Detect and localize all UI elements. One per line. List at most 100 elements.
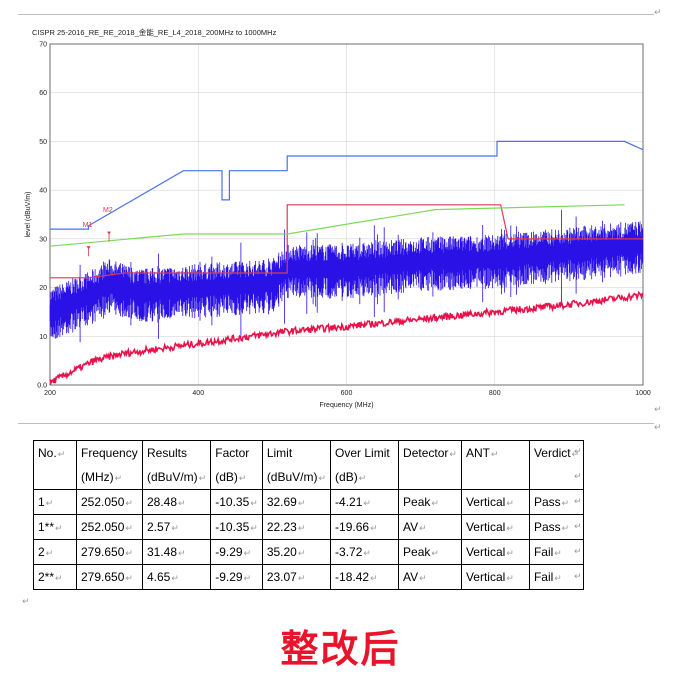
- paragraph-mark-icon: ↵: [574, 572, 582, 582]
- paragraph-mark-icon: ↵: [654, 423, 662, 433]
- table-cell: 279.650: [81, 570, 125, 584]
- x-tick-label: 600: [341, 390, 353, 397]
- table-cell: -10.35: [215, 495, 250, 509]
- table-cell: 2.57: [147, 520, 171, 534]
- x-tick-label: 800: [489, 390, 501, 397]
- table-header-unit: (dB): [215, 470, 238, 484]
- table-header-cell: Over Limit: [335, 446, 390, 460]
- top-rule: [18, 14, 654, 15]
- marker-label: M1: [83, 222, 93, 229]
- caption-after-fix: 整改后: [280, 627, 401, 671]
- table-header-row: (MHz)↵ (dBuV/m)↵ (dB)↵ (dBuV/m)↵ (dB)↵: [33, 465, 585, 490]
- table-cell: Vertical: [465, 545, 506, 559]
- marker-label: M2: [103, 207, 113, 214]
- results-table: No. ↵ Frequency Results Factor Limit Over…: [33, 440, 585, 590]
- y-tick-label: 0.0: [37, 383, 47, 390]
- table-header-cell: No.: [38, 446, 57, 460]
- table-row: 2**↵ 279.650↵ 4.65↵ -9.29↵ 23.07↵ -18.42…: [33, 564, 585, 590]
- table-cell: 252.050: [81, 520, 125, 534]
- table-cell: 22.23: [266, 520, 297, 534]
- table-cell: Vertical: [465, 520, 506, 534]
- table-cell: -19.66: [335, 520, 370, 534]
- table-cell: -4.21: [335, 495, 363, 509]
- chart-markers: M1 M2: [83, 207, 113, 257]
- x-tick-label: 200: [44, 390, 56, 397]
- table-cell: Vertical: [465, 495, 506, 509]
- table-cell: Peak: [403, 545, 431, 559]
- x-tick-label: 1000: [635, 390, 651, 397]
- table-header-unit: (MHz): [81, 470, 114, 484]
- table-cell: AV: [403, 520, 419, 534]
- table-cell: 1: [38, 495, 45, 509]
- y-tick-label: 70: [39, 42, 47, 49]
- table-cell: 31.48: [147, 545, 178, 559]
- y-tick-label: 50: [39, 139, 47, 146]
- table-header-cell: Results: [147, 446, 188, 460]
- y-tick-label: 20: [39, 285, 47, 292]
- y-tick-label: 40: [39, 188, 47, 195]
- paragraph-mark-icon: ↵: [574, 447, 582, 457]
- table-header-unit: (dB): [335, 470, 358, 484]
- table-cell: 1**: [38, 520, 55, 534]
- chart-title: CISPR 25-2016_RE_RE_2018_金能_RE_L4_2018_2…: [32, 28, 277, 37]
- chart-grid: [49, 43, 644, 386]
- peak-trace: [49, 209, 643, 343]
- table-header-cell: ANT: [465, 446, 490, 460]
- table-cell: Pass: [533, 520, 561, 534]
- table-cell: Fail: [533, 545, 554, 559]
- paragraph-mark-icon: ↵: [574, 522, 582, 532]
- table-cell: 252.050: [81, 495, 125, 509]
- table-cell: Pass: [533, 495, 561, 509]
- table-cell: 279.650: [81, 545, 125, 559]
- table-cell: 23.07: [266, 570, 297, 584]
- reference-line: [49, 204, 625, 247]
- y-axis-label: level (dBuV/m): [25, 192, 32, 238]
- table-header-cell: Factor: [215, 446, 250, 460]
- table-header-cell: Limit: [266, 446, 293, 460]
- table-header-unit: (dBuV/m): [266, 470, 318, 484]
- table-cell: Vertical: [465, 570, 506, 584]
- marker-head: [107, 231, 112, 235]
- table-cell: 28.48: [147, 495, 178, 509]
- x-tick-label: 400: [192, 390, 204, 397]
- table-cell: -18.42: [335, 570, 370, 584]
- paragraph-mark-icon: ↵: [574, 472, 582, 482]
- plot-frame: [49, 43, 644, 386]
- paragraph-mark-icon: ↵: [654, 8, 662, 18]
- x-axis-label: Frequency (MHz): [319, 402, 373, 409]
- paragraph-mark-icon: ↵: [574, 497, 582, 507]
- table-header-unit: (dBuV/m): [147, 470, 198, 484]
- table-cell: -10.35: [215, 520, 250, 534]
- table-cell: 4.65: [147, 570, 171, 584]
- table-cell: 32.69: [266, 495, 297, 509]
- axis-ticks: 0.0 10 20 30 40 50 60 70 200 400 600 800 1000: [37, 42, 651, 398]
- y-tick-label: 30: [39, 236, 47, 243]
- table-cell: -9.29: [215, 545, 243, 559]
- table-header-row: No. ↵ Frequency Results Factor Limit Over…: [33, 440, 585, 465]
- table-cell: Fail: [533, 570, 554, 584]
- emission-chart: 0.0 10 20 30 40 50 60 70 200 400 600 800 1000 M1 M2 l…: [25, 42, 651, 410]
- average-trace: [49, 290, 644, 386]
- table-cell: Peak: [403, 495, 431, 509]
- table-header-cell: Verdict: [533, 446, 571, 460]
- table-cell: AV: [403, 570, 419, 584]
- table-cell: 35.20: [266, 545, 297, 559]
- paragraph-mark-icon: ↵: [22, 597, 30, 607]
- table-cell: 2**: [38, 570, 55, 584]
- noise-traces: [49, 209, 644, 386]
- table-header-cell: Detector: [403, 446, 449, 460]
- paragraph-mark-icon: ↵: [654, 405, 662, 415]
- table-cell: 2: [38, 545, 45, 559]
- table-row: 2↵ 279.650↵ 31.48↵ -9.29↵ 35.20↵ -3.72↵ …: [33, 539, 585, 565]
- y-tick-label: 10: [39, 334, 47, 341]
- table-header-cell: Frequency: [81, 446, 138, 460]
- marker-head: [86, 246, 91, 250]
- table-cell: -3.72: [335, 545, 363, 559]
- table-row: 1↵ 252.050↵ 28.48↵ -10.35↵ 32.69↵ -4.21↵…: [33, 489, 585, 515]
- average-limit-line: [50, 204, 643, 279]
- table-cell: -9.29: [215, 570, 243, 584]
- table-row: 1**↵ 252.050↵ 2.57↵ -10.35↵ 22.23↵ -19.6…: [33, 514, 585, 540]
- paragraph-mark-icon: ↵: [574, 547, 582, 557]
- y-tick-label: 60: [39, 90, 47, 97]
- peak-limit-line: [50, 140, 644, 230]
